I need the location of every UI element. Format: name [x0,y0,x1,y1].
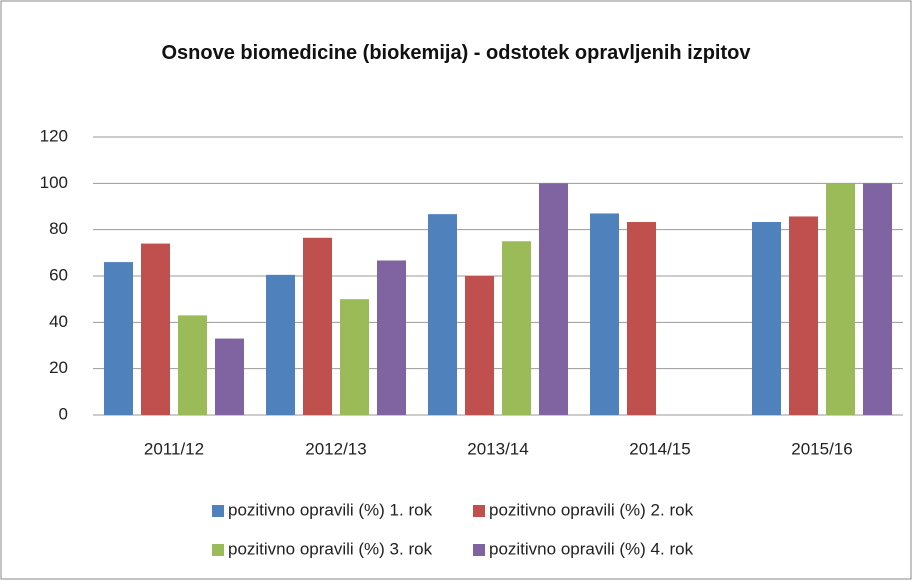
y-tick-label: 120 [40,126,68,145]
bar [215,338,244,415]
y-tick-label: 100 [40,173,68,192]
bar [502,241,531,415]
bar [863,183,892,415]
x-tick-label: 2013/14 [467,439,528,458]
legend-swatch [212,505,224,517]
bar [428,214,457,415]
bar [627,222,656,415]
legend-swatch [212,544,224,556]
bar [539,183,568,415]
bar [377,260,406,415]
legend-swatch [473,544,485,556]
y-tick-label: 0 [59,404,68,423]
legend-swatch [473,505,485,517]
legend-label: pozitivno opravili (%) 3. rok [228,539,433,558]
y-tick-label: 80 [49,219,68,238]
bar [178,315,207,415]
bar [752,222,781,415]
legend-label: pozitivno opravili (%) 4. rok [489,539,694,558]
bar [789,216,818,415]
bar [141,243,170,415]
legend-label: pozitivno opravili (%) 2. rok [489,500,694,519]
y-tick-label: 40 [49,312,68,331]
bar [303,237,332,415]
y-tick-label: 20 [49,358,68,377]
x-tick-label: 2014/15 [629,439,690,458]
x-tick-label: 2011/12 [144,439,204,458]
y-tick-label: 60 [49,265,68,284]
x-tick-label: 2012/13 [305,439,366,458]
bar [104,262,133,415]
bar [590,213,619,415]
bar [465,276,494,415]
legend-label: pozitivno opravili (%) 1. rok [228,500,433,519]
chart-title: Osnove biomedicine (biokemija) - odstote… [161,42,751,64]
bar [340,299,369,415]
bar [826,183,855,415]
x-tick-label: 2015/16 [791,439,852,458]
bar [266,274,295,415]
